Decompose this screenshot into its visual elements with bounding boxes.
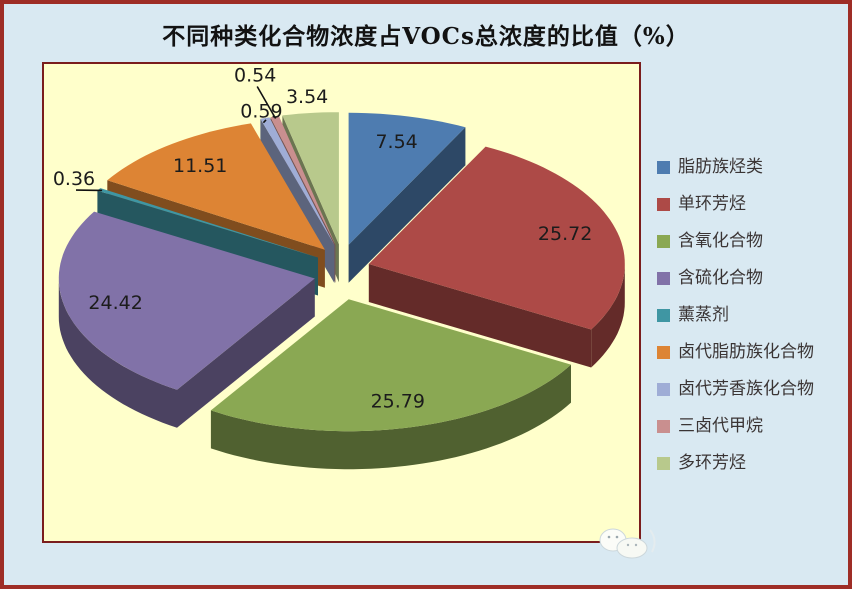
pie-slice-3 [58,211,315,428]
legend-swatch [657,272,670,285]
slice-top [348,112,466,245]
slice-wall [591,264,625,368]
slice-cut-face [348,127,466,283]
slice-labels: 7.54 25.72 25.79 24.42 0.36 11.51 0.59 0.54 3.54 [53,65,592,413]
legend-swatch [657,383,670,396]
legend-label: 三卤代甲烷 [678,416,763,436]
legend-label: 卤代脂肪族化合物 [678,342,814,362]
legend-swatch [657,161,670,174]
slice-value-label: 0.59 [240,101,282,123]
slice-wall [210,364,571,470]
legend: 脂肪族烃类单环芳烃含氧化合物含硫化合物薰蒸剂卤代脂肪族化合物 卤代芳香族化合物 三卤… [657,156,814,489]
slice-value-label: 25.79 [371,391,425,413]
legend-label: 脂肪族烃类 [678,157,763,177]
legend-item-8: 多环芳烃 [657,452,814,475]
cloud-eye-dot [626,543,630,547]
slice-value-label: 0.36 [53,168,95,190]
cloud-swoosh [649,529,656,553]
slice-value-label: 0.54 [234,65,276,87]
pie-slice-1 [368,146,625,368]
slice-top [58,211,315,390]
chart-title: 不同种类化合物浓度占VOCs总浓度的比值（%） [162,23,690,50]
legend-item-5: 卤代脂肪族化合物 [657,341,814,364]
pie-slice-2 [210,299,571,470]
legend-item-1: 单环芳烃 [657,193,814,216]
legend-swatch [657,235,670,248]
slice-top [107,123,325,250]
legend-item-4: 薰蒸剂 [657,304,814,327]
legend-item-0: 脂肪族烃类 [657,156,814,179]
slice-value-label: 11.51 [173,155,227,177]
slice-value-label: 24.42 [88,292,142,314]
slice-cut-face [177,278,315,428]
legend-item-7: 三卤代甲烷 [657,415,814,438]
legend-item-6: 卤代芳香族化合物 [657,378,814,401]
legend-label: 含硫化合物 [678,268,763,288]
slice-value-label: 3.54 [286,86,328,108]
slice-top [270,116,336,245]
slice-top [210,299,571,432]
cloud-eye-dot [634,543,638,547]
slice-top [368,146,625,330]
slice-value-label: 25.72 [538,223,592,245]
slice-top [260,117,335,246]
slice-value-label: 7.54 [375,131,417,153]
legend-item-3: 含硫化合物 [657,267,814,290]
legend-label: 单环芳烃 [678,194,746,214]
legend-swatch [657,346,670,359]
legend-label: 多环芳烃 [678,453,746,473]
exploded-3d-pie: 7.54 25.72 25.79 24.42 0.36 11.51 0.59 0.54 3.54 [53,65,625,470]
slice-wall [58,278,177,428]
legend-swatch [657,198,670,211]
label-leader-line [256,86,277,119]
legend-item-2: 含氧化合物 [657,230,814,253]
slice-top [282,112,339,245]
label-leader-line [262,119,267,124]
slice-cut-face [368,264,592,368]
legend-label: 薰蒸剂 [678,305,729,325]
plot-area: 7.54 25.72 25.79 24.42 0.36 11.51 0.59 0.54 3.54 [42,62,641,543]
legend-label: 卤代芳香族化合物 [678,379,814,399]
pie-slice-0 [348,112,466,283]
slice-top [97,188,319,258]
legend-swatch [657,309,670,322]
legend-swatch [657,420,670,433]
legend-label: 含氧化合物 [678,231,763,251]
legend-swatch [657,457,670,470]
